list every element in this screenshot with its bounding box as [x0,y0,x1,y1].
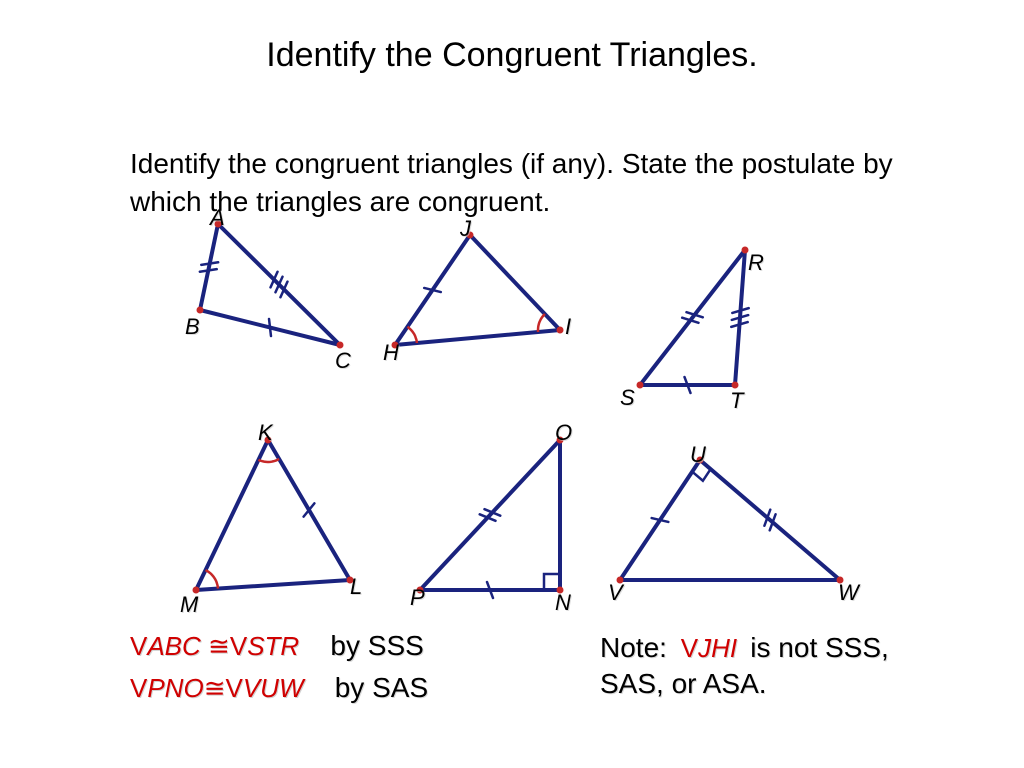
answer-row: VPNO≅VVUW by SAS [130,672,428,704]
vertex-label: U [690,442,706,468]
vertex-label: B [185,314,200,340]
congruence-statement: VPNO≅VVUW [130,673,311,703]
answer-block: VABC ≅VSTR by SSS VPNO≅VVUW by SAS [130,630,428,714]
note-block: Note: VJHI is not SSS, SAS, or ASA. [600,630,960,703]
vertex-label: J [460,216,471,242]
vertex-label: P [410,585,425,611]
vertex-label: A [210,205,225,231]
slide-page: Identify the Congruent Triangles. Identi… [0,0,1024,768]
vertex-label: W [838,580,859,606]
postulate-label: by SAS [335,672,428,703]
answer-row: VABC ≅VSTR by SSS [130,630,428,662]
note-prefix: Note: [600,632,667,663]
vertex-label: M [180,592,198,618]
vertex-label: T [730,388,743,414]
vertex-label: K [258,420,273,446]
vertex-label: I [565,314,571,340]
vertex-label: O [555,420,572,446]
vertex-label: H [383,340,399,366]
postulate-label: by SSS [330,630,423,661]
note-triangle: VJHI [681,633,745,663]
vertex-label: V [608,580,623,606]
vertex-label: L [350,574,362,600]
vertex-label: N [555,590,571,616]
vertex-label: C [335,348,351,374]
congruence-statement: VABC ≅VSTR [130,631,306,661]
vertex-label: S [620,385,635,411]
vertex-label: R [748,250,764,276]
